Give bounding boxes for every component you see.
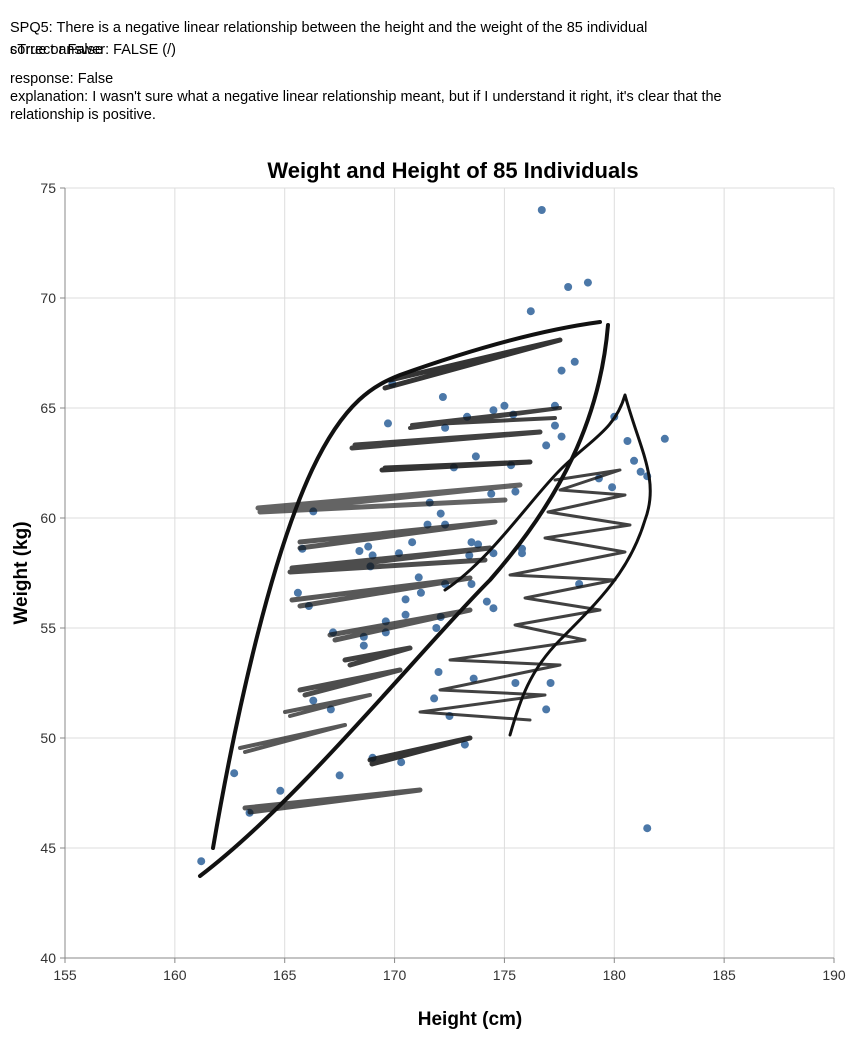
- data-point: [660, 434, 669, 443]
- data-point: [511, 487, 520, 496]
- chart-title: Weight and Height of 85 Individuals: [267, 158, 638, 183]
- data-point: [487, 489, 496, 498]
- data-point: [355, 547, 364, 555]
- data-point: [526, 307, 535, 316]
- data-point: [441, 423, 450, 432]
- data-point: [414, 573, 423, 582]
- data-point: [623, 437, 632, 445]
- data-point: [542, 441, 551, 450]
- x-tick-label: 165: [273, 967, 297, 983]
- data-point: [500, 401, 509, 410]
- y-tick-label: 40: [40, 950, 56, 966]
- explanation-text: explanation: I wasn't sure what a negati…: [10, 89, 722, 123]
- data-point: [465, 551, 474, 560]
- data-point: [430, 694, 439, 703]
- x-tick-label: 160: [163, 967, 187, 983]
- data-point: [489, 604, 498, 613]
- data-point: [408, 538, 417, 547]
- data-point: [335, 771, 344, 780]
- response-text: response: False: [10, 71, 114, 87]
- y-tick-label: 45: [40, 840, 56, 856]
- y-axis-title: Weight (kg): [11, 521, 32, 624]
- data-point: [557, 432, 566, 441]
- data-point: [471, 452, 480, 461]
- data-point: [537, 206, 546, 214]
- data-point: [557, 366, 566, 375]
- data-point: [436, 509, 445, 518]
- data-point: [383, 419, 392, 428]
- data-point: [397, 758, 406, 767]
- data-point: [309, 696, 318, 705]
- data-point: [467, 580, 476, 588]
- data-point: [583, 278, 592, 287]
- data-point: [643, 824, 652, 833]
- data-point: [432, 624, 441, 632]
- data-point: [467, 538, 476, 547]
- data-point: [293, 588, 302, 597]
- data-point: [564, 283, 573, 291]
- data-point: [546, 679, 555, 687]
- data-point: [401, 595, 410, 604]
- x-tick-label: 190: [822, 967, 846, 983]
- data-point: [438, 393, 447, 401]
- chart-axes: 155 160 165 170 175 180 185 190 40 45 50 55 60 65 70 75: [40, 180, 845, 983]
- data-point: [197, 857, 206, 866]
- question-text: SPQ5: There is a negative linear relatio…: [10, 20, 648, 36]
- y-tick-label: 60: [40, 510, 56, 526]
- y-tick-label: 55: [40, 620, 56, 636]
- x-tick-label: 155: [53, 967, 77, 983]
- x-tick-label: 175: [493, 967, 517, 983]
- data-point: [608, 483, 617, 492]
- data-point: [542, 705, 551, 714]
- chart-grid: [64, 187, 835, 959]
- data-point: [359, 641, 368, 650]
- handwritten-scribble: [198, 320, 652, 878]
- x-axis-title: Height (cm): [418, 1009, 523, 1030]
- data-point: [364, 542, 373, 551]
- data-point: [570, 357, 579, 366]
- data-point: [460, 740, 469, 749]
- data-point: [482, 597, 491, 606]
- data-point: [518, 544, 527, 553]
- data-point: [401, 610, 410, 619]
- data-point: [511, 679, 520, 687]
- chart-points: [197, 206, 669, 866]
- data-point: [636, 467, 645, 476]
- data-point: [489, 406, 498, 415]
- y-tick-label: 70: [40, 290, 56, 306]
- y-tick-label: 50: [40, 730, 56, 746]
- data-point: [416, 588, 425, 597]
- data-point: [434, 668, 443, 676]
- x-tick-label: 185: [712, 967, 736, 983]
- data-point: [489, 549, 498, 558]
- true-false-label: sTrue or False: [10, 42, 103, 58]
- data-point: [276, 786, 285, 795]
- data-point: [469, 674, 478, 683]
- y-tick-label: 65: [40, 400, 56, 416]
- scatter-chart: Weight and Height of 85 Individuals 155 1…: [11, 158, 846, 1030]
- data-point: [474, 540, 483, 549]
- data-point: [230, 769, 239, 778]
- y-tick-label: 75: [40, 180, 56, 196]
- x-tick-label: 180: [603, 967, 627, 983]
- correct-answer-text: correct answer: FALSE (/): [10, 42, 176, 58]
- x-tick-label: 170: [383, 967, 407, 983]
- data-point: [630, 456, 639, 465]
- data-point: [550, 421, 559, 430]
